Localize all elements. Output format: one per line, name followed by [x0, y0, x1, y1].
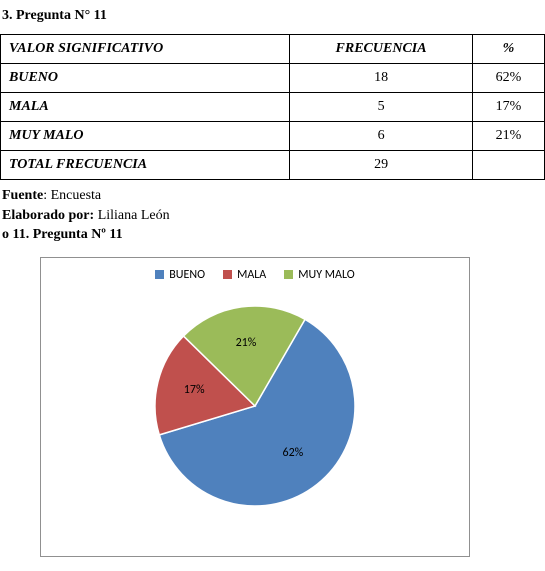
- subtitle-text: o 11. Pregunta Nº 11: [2, 227, 123, 242]
- row-freq: 18: [290, 64, 473, 93]
- legend-swatch: [223, 270, 232, 279]
- total-freq: 29: [290, 151, 473, 180]
- table-total-row: TOTAL FRECUENCIA 29: [1, 151, 545, 180]
- chart-legend: BUENO MALA MUY MALO: [51, 268, 459, 282]
- legend-item: MUY MALO: [284, 268, 354, 282]
- table-row: BUENO 18 62%: [1, 64, 545, 93]
- total-label: TOTAL FRECUENCIA: [1, 151, 290, 180]
- legend-swatch: [284, 270, 293, 279]
- table-row: MALA 5 17%: [1, 93, 545, 122]
- slice-label: 62%: [283, 446, 304, 460]
- row-freq: 6: [290, 122, 473, 151]
- frequency-table: VALOR SIGNIFICATIVO FRECUENCIA % BUENO 1…: [0, 34, 545, 180]
- row-freq: 5: [290, 93, 473, 122]
- pie-svg: [135, 286, 375, 526]
- row-pct: 21%: [472, 122, 544, 151]
- legend-label: BUENO: [169, 268, 205, 282]
- elaborado-label: Elaborado por:: [2, 208, 94, 223]
- legend-label: MUY MALO: [298, 268, 354, 282]
- row-pct: 17%: [472, 93, 544, 122]
- row-pct: 62%: [472, 64, 544, 93]
- legend-swatch: [155, 270, 164, 279]
- legend-item: BUENO: [155, 268, 205, 282]
- legend-label: MALA: [237, 268, 266, 282]
- elaborado-line: Elaborado por: Liliana León: [0, 206, 545, 226]
- header-frecuencia: FRECUENCIA: [290, 35, 473, 64]
- header-valor: VALOR SIGNIFICATIVO: [1, 35, 290, 64]
- section-title: 3. Pregunta N° 11: [0, 8, 545, 24]
- fuente-label: Fuente: [2, 188, 43, 203]
- fuente-line: Fuente: Encuesta: [0, 186, 545, 206]
- total-pct: [472, 151, 544, 180]
- legend-item: MALA: [223, 268, 266, 282]
- slice-label: 21%: [236, 336, 257, 350]
- slice-label: 17%: [184, 383, 205, 397]
- table-header-row: VALOR SIGNIFICATIVO FRECUENCIA %: [1, 35, 545, 64]
- table-row: MUY MALO 6 21%: [1, 122, 545, 151]
- row-label: MALA: [1, 93, 290, 122]
- chart-subtitle: o 11. Pregunta Nº 11: [0, 225, 545, 245]
- pie-wrap: 62% 17% 21%: [51, 286, 459, 536]
- row-label: MUY MALO: [1, 122, 290, 151]
- table-body: BUENO 18 62% MALA 5 17% MUY MALO 6 21% T…: [1, 64, 545, 180]
- elaborado-value: Liliana León: [94, 208, 169, 223]
- row-label: BUENO: [1, 64, 290, 93]
- pie-chart-container: BUENO MALA MUY MALO 62% 17% 21%: [40, 257, 470, 557]
- header-percent: %: [472, 35, 544, 64]
- fuente-value: : Encuesta: [43, 188, 101, 203]
